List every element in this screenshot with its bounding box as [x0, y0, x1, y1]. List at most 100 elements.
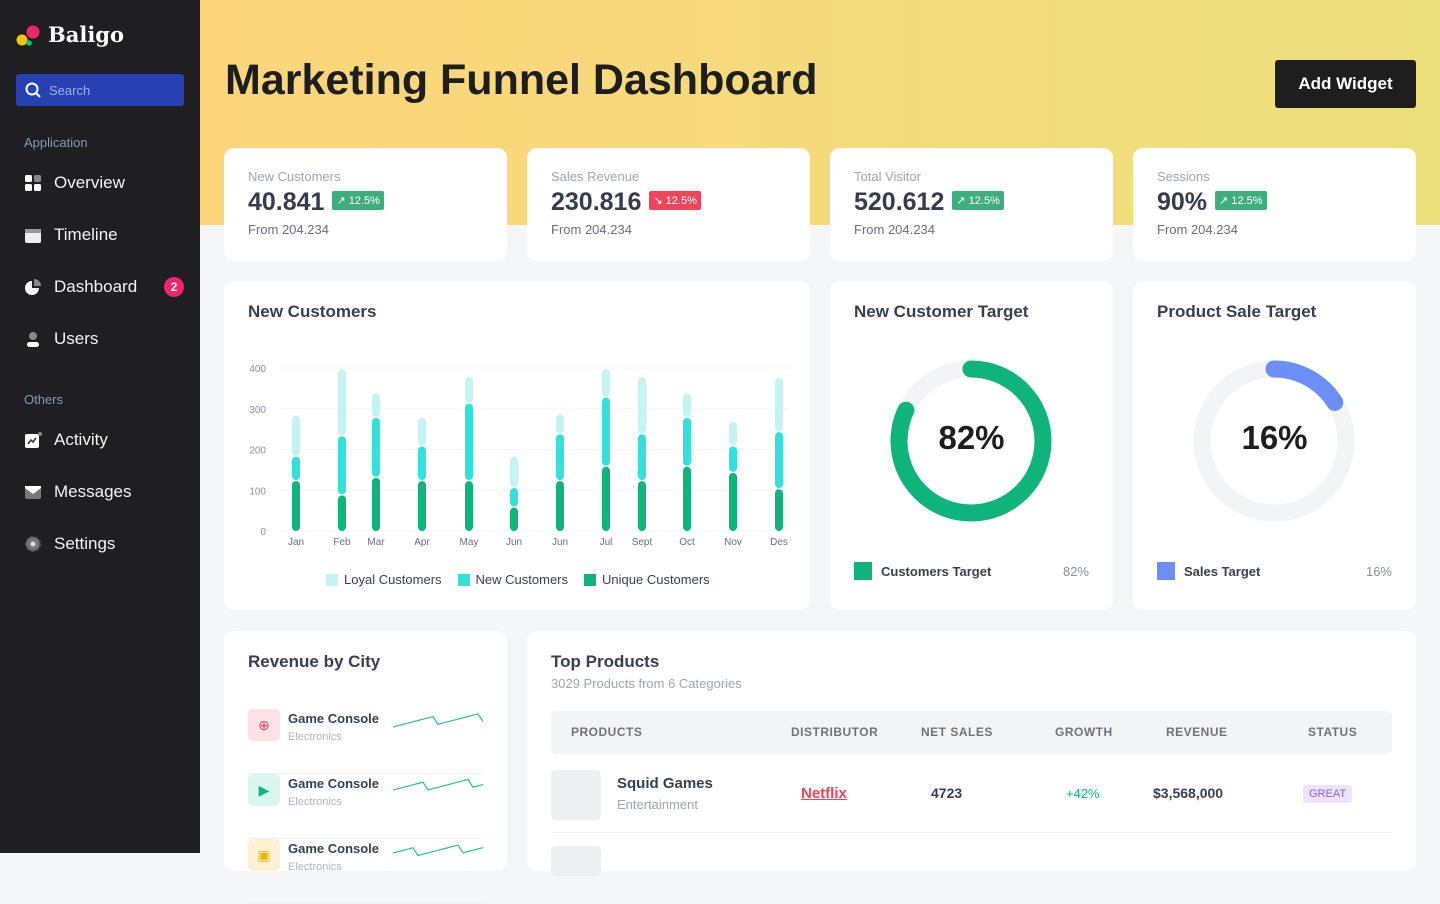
item-category: Electronics	[288, 731, 342, 743]
trend-up-icon: ↗	[336, 194, 346, 207]
bar-unique-customers	[465, 481, 473, 531]
kpi-card: Total Visitor 520.612 ↗ 12.5% From 204.23…	[830, 148, 1113, 261]
list-item[interactable]: ▣ Game Console Electronics	[248, 839, 484, 904]
item-category: Electronics	[288, 796, 342, 808]
item-name: Game Console	[288, 711, 380, 726]
x-tick-label: Sept	[632, 537, 653, 548]
sidebar-item-dashboard[interactable]: Dashboard 2	[24, 277, 184, 297]
change-badge: ↗ 12.5%	[952, 190, 1004, 210]
add-widget-button[interactable]: Add Widget	[1275, 60, 1416, 108]
sidebar-item-activity[interactable]: Activity	[24, 430, 184, 450]
target-value: 82%	[938, 419, 1005, 456]
bar-loyal-customers	[292, 415, 300, 456]
bar-new-customers	[372, 417, 380, 477]
bar-new-customers	[338, 436, 346, 495]
bar-unique-customers	[418, 481, 426, 531]
search-placeholder: Search	[49, 82, 91, 98]
trend-down-icon: ↘	[653, 194, 663, 207]
kpi-card: New Customers 40.841 ↗ 12.5% From 204.234	[224, 148, 507, 261]
sparkline	[393, 844, 484, 857]
item-name: Game Console	[288, 841, 380, 856]
logo-icon	[16, 25, 40, 46]
nav-label: Timeline	[54, 225, 118, 244]
bar-new-customers	[683, 417, 691, 466]
kpi-value: 230.816 ↘ 12.5%	[551, 188, 701, 217]
card-title: Revenue by City	[248, 652, 381, 671]
table-row[interactable]: Squid Games Entertainment Netflix 4723 +…	[551, 769, 1392, 833]
card-subtitle: 3029 Products from 6 Categories	[551, 676, 742, 691]
sidebar-item-settings[interactable]: Settings	[24, 534, 184, 554]
col-revenue: REVENUE	[1166, 725, 1228, 739]
bar-loyal-customers	[510, 456, 518, 487]
bar-unique-customers	[729, 472, 737, 531]
target-legend: Customers Target	[854, 562, 991, 580]
user-icon	[27, 332, 39, 347]
donut-progress	[1193, 360, 1355, 522]
sparkline	[393, 778, 484, 791]
revenue-by-city-card: Revenue by City ⊕ Game Console Electroni…	[224, 631, 507, 904]
kpi-label: Total Visitor	[854, 169, 921, 184]
col-distributor: DISTRIBUTOR	[791, 725, 879, 739]
section-others: Others	[24, 392, 64, 407]
mail-icon	[25, 486, 41, 499]
pie-chart-icon	[25, 279, 41, 295]
bar-loyal-customers	[372, 393, 380, 417]
bar-loyal-customers	[465, 377, 473, 403]
y-tick-label: 200	[249, 446, 266, 457]
change-badge: ↗ 12.5%	[1215, 190, 1267, 210]
list-item[interactable]: ⊕ Game Console Electronics	[248, 709, 484, 774]
kpi-value: 90% ↗ 12.5%	[1157, 188, 1267, 217]
bar-loyal-customers	[338, 369, 346, 436]
target-legend-value: 82%	[1062, 564, 1089, 579]
y-tick-label: 400	[249, 364, 266, 375]
product-category: Entertainment	[617, 797, 698, 812]
table-header: PRODUCTS DISTRIBUTOR NET SALES GROWTH RE…	[551, 711, 1392, 754]
box-icon: ▣	[248, 839, 280, 871]
product-thumbnail	[551, 770, 601, 820]
chart-legend: Loyal Customers New Customers Unique Cus…	[326, 572, 710, 587]
y-tick-label: 0	[260, 527, 266, 538]
kpi-label: New Customers	[248, 169, 341, 184]
sidebar-item-overview[interactable]: Overview	[24, 173, 184, 193]
list-item[interactable]: ▶ Game Console Electronics	[248, 774, 484, 839]
trend-up-icon: ↗	[1219, 194, 1229, 207]
bar-unique-customers	[775, 489, 783, 531]
sidebar-item-messages[interactable]: Messages	[24, 482, 184, 502]
sidebar-item-users[interactable]: Users	[24, 329, 184, 349]
donut-chart	[1193, 360, 1355, 522]
kpi-from: From 204.234	[854, 222, 935, 237]
section-application: Application	[24, 135, 88, 150]
search-input[interactable]: Search	[16, 74, 184, 106]
legend-unique: Unique Customers	[584, 572, 710, 587]
legend-loyal: Loyal Customers	[326, 572, 442, 587]
bar-loyal-customers	[602, 369, 610, 397]
bar-new-customers	[465, 403, 473, 481]
sparkline	[393, 713, 484, 728]
bar-unique-customers	[292, 481, 300, 531]
x-tick-label: Jun	[506, 537, 522, 548]
distributor-link[interactable]: Netflix	[801, 785, 847, 802]
x-tick-label: Nov	[724, 537, 742, 548]
bar-loyal-customers	[418, 417, 426, 446]
logo[interactable]: Baligo	[16, 22, 124, 47]
bar-loyal-customers	[729, 421, 737, 446]
chart-title: New Customers	[248, 302, 377, 321]
col-products: PRODUCTS	[571, 725, 643, 739]
card-title: Product Sale Target	[1157, 302, 1317, 321]
x-tick-label: Des	[770, 537, 788, 548]
x-tick-label: Feb	[333, 537, 351, 548]
item-category: Electronics	[288, 861, 342, 873]
change-badge: ↘ 12.5%	[649, 190, 701, 210]
bar-loyal-customers	[775, 377, 783, 432]
kpi-card: Sessions 90% ↗ 12.5% From 204.234	[1133, 148, 1416, 261]
product-name: Squid Games	[617, 775, 713, 792]
bar-new-customers	[729, 446, 737, 472]
activity-icon	[25, 432, 42, 448]
bar-unique-customers	[510, 507, 518, 531]
grid-icon	[25, 175, 41, 191]
notification-badge: 2	[164, 277, 184, 297]
x-tick-label: May	[460, 537, 479, 548]
sidebar-item-timeline[interactable]: Timeline	[24, 225, 184, 245]
bar-unique-customers	[602, 466, 610, 531]
bar-new-customers	[775, 432, 783, 489]
